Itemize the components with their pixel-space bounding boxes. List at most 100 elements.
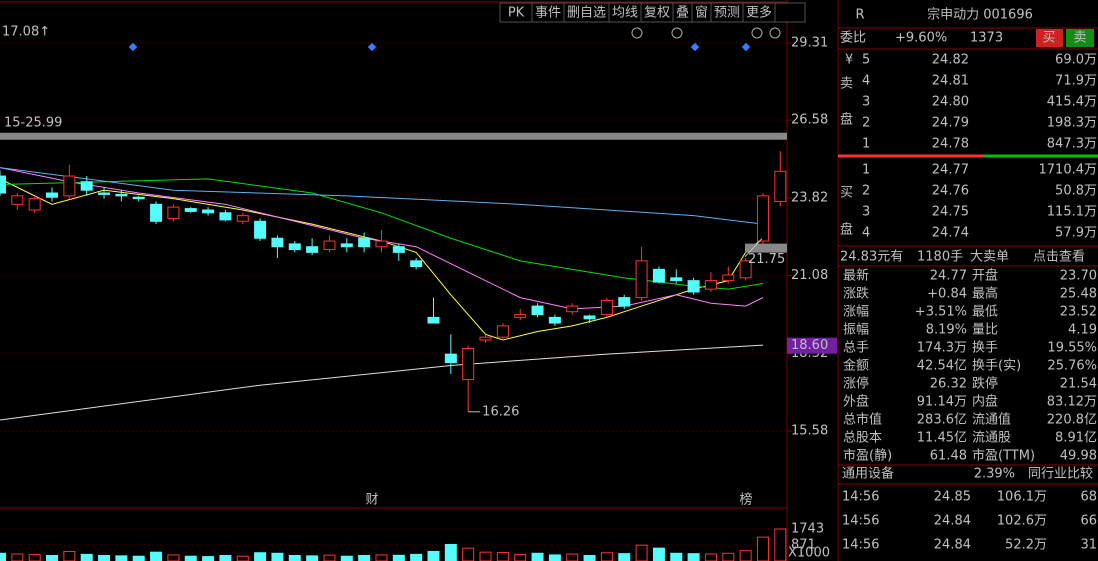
toolbar-label[interactable]: 叠 [676,6,689,21]
volume-bar [115,555,128,561]
sell-side: 盘 [840,112,853,128]
toolbar-label[interactable]: 预测 [714,6,740,21]
volume-bar [254,552,267,561]
chart-tools[interactable] [631,27,781,39]
volume-bar [496,552,509,561]
stat-label: 振幅 [843,323,869,338]
diff: 1373 [970,31,1003,46]
candle-body [358,237,371,248]
stat-value: 26.32 [930,377,967,392]
stat-value: +0.84 [927,287,967,302]
big-order-link[interactable]: 点击查看 [1033,249,1085,265]
y-tick-label: 29.31 [791,35,828,50]
stat-label: 内盘 [972,394,998,410]
stat-label: 跌停 [972,376,998,392]
volume-bar [46,554,59,561]
book-volume: 50.8万 [1055,184,1097,199]
book-volume: 1710.4万 [1039,163,1098,178]
book-price: 24.77 [932,163,969,178]
book-level: 2 [862,116,870,131]
volume-bar [98,554,111,561]
buy-side: 买 [840,186,853,201]
candle-body [98,192,111,195]
candle-body [618,297,631,307]
toolbar-label[interactable]: 均线 [612,6,638,21]
stat-label: 总股本 [843,431,882,446]
volume-bar [375,554,388,561]
stat-value: 25.48 [1060,287,1097,302]
mark-label: 21.75 [748,252,785,267]
toolbar-label[interactable]: 复权 [644,5,670,21]
volume-bar [774,528,787,561]
stat-value: 220.8亿 [1047,413,1097,428]
candle-body [392,246,405,253]
stat-label: 流通值 [972,412,1011,428]
candle-body [687,280,700,293]
industry-link[interactable]: 同行业比较 [1028,467,1093,482]
candle-body [548,316,561,324]
volume-tick-label: 1743 [791,521,824,536]
stat-label: 涨跌 [843,286,869,302]
candle-body [323,240,336,251]
sell-button-label[interactable]: 卖 [1073,31,1086,46]
stat-value: 83.12万 [1047,395,1097,410]
toolbar-button[interactable] [774,2,806,23]
stat-label: 量比 [972,323,998,338]
book-level: 4 [862,226,870,241]
volume-bar [11,553,24,561]
book-volume: 847.3万 [1047,137,1097,152]
toolbar-label[interactable]: 更多 [746,5,772,21]
trade-volume: 106.1万 [997,490,1047,505]
volume-bar [462,547,475,561]
volume-bar [410,553,423,561]
candle-body [375,240,388,248]
band-label: 15-25.99 [4,115,62,130]
stat-label: 市盈(静) [843,448,892,464]
candle-body [635,260,648,299]
volume-bar [739,550,752,561]
stat-value: 61.48 [930,449,967,464]
big-order-type: 大卖单 [970,250,1009,265]
candle-body [704,280,717,290]
volume-bar [219,554,232,561]
volume-bar [340,555,353,561]
candle-body [28,198,41,211]
volume-bar [687,553,700,561]
candle-body [202,209,215,214]
candle-body [670,277,683,282]
volume-bar [358,554,371,561]
volume-bar [722,552,735,561]
stat-label: 最低 [972,305,998,320]
toolbar-label[interactable]: 窗 [695,5,708,21]
sell-button[interactable] [1066,29,1094,47]
volume-bar [635,544,648,561]
volume-bar [392,554,405,561]
candle-body [306,246,319,253]
candle-body [583,315,596,320]
toolbar-label[interactable]: PK [508,6,525,21]
stat-value: 11.45亿 [917,431,967,446]
event-label: 榜 [739,492,752,508]
trade-price: 24.84 [934,538,971,553]
volume-bar [514,553,527,561]
volume-bar [0,552,6,561]
big-order-price: 24.83元有 [840,250,903,265]
candle-body [132,196,145,200]
volume-tick-label: 871 [791,537,816,552]
book-volume: 115.1万 [1047,205,1097,220]
book-price: 24.76 [932,184,969,199]
volume-bar [132,555,145,561]
toolbar-label[interactable]: 删自选 [567,6,606,21]
book-level: 1 [862,137,870,152]
volume-bar [306,555,319,561]
buy-button[interactable] [1036,29,1063,47]
toolbar-label[interactable]: 事件 [535,6,561,21]
stat-value: 283.6亿 [917,413,967,428]
stat-label: 涨停 [843,376,869,392]
candle-body [63,175,76,197]
trade-count: 31 [1080,538,1097,553]
buy-button-label[interactable]: 买 [1042,31,1055,46]
candle-body [514,314,527,318]
